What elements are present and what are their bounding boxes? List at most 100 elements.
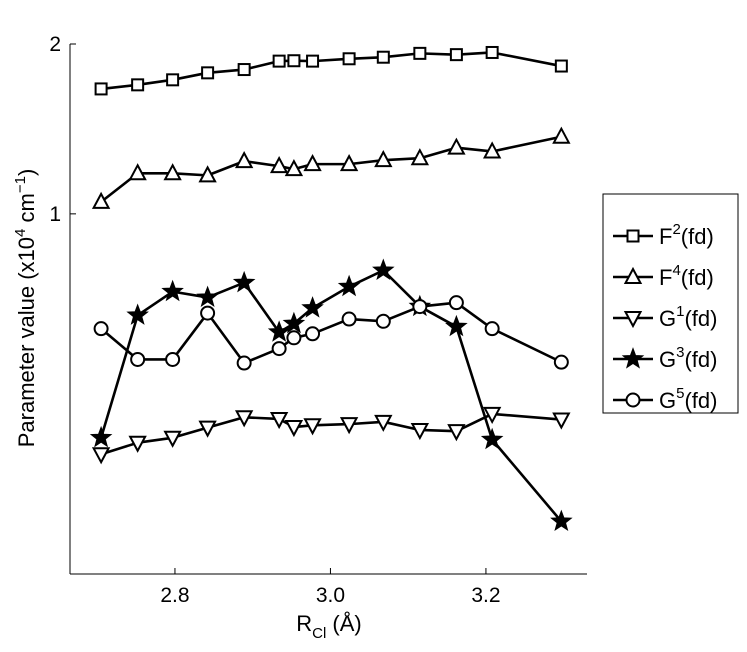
- data-point-triangle-up: [482, 141, 502, 159]
- data-point-triangle-up: [269, 156, 289, 174]
- series-circle: [93, 295, 569, 371]
- data-point-square: [287, 54, 301, 68]
- legend-marker-triangle-up: [623, 266, 643, 284]
- data-point-square: [94, 82, 108, 96]
- data-point-circle: [375, 313, 391, 329]
- data-point-star: [301, 296, 324, 318]
- data-point-square: [272, 54, 286, 68]
- data-point-triangle-down: [284, 420, 304, 438]
- data-point-circle: [553, 354, 569, 370]
- data-point-star: [267, 320, 291, 342]
- data-point-triangle-up: [234, 151, 254, 169]
- data-point-circle: [165, 351, 181, 367]
- data-point-triangle-up: [128, 163, 147, 181]
- data-point-square: [376, 50, 390, 64]
- x-axis-title: RCl (Å): [296, 611, 362, 642]
- series-triangle-down: [91, 406, 571, 465]
- y-axis: 12: [49, 33, 76, 226]
- legend-item: G5(fd): [613, 385, 717, 413]
- data-point-circle: [200, 305, 216, 321]
- data-point-circle: [305, 326, 321, 342]
- series-layer: [89, 45, 573, 532]
- data-point-square: [413, 46, 427, 60]
- legend-marker-circle: [625, 392, 641, 408]
- data-point-circle: [236, 355, 252, 371]
- series-line-star: [99, 269, 563, 523]
- data-point-triangle-up: [339, 154, 359, 172]
- data-point-triangle-down: [410, 422, 430, 441]
- data-point-triangle-down: [234, 410, 254, 428]
- data-point-circle: [412, 299, 428, 315]
- data-point-square: [554, 59, 568, 73]
- data-point-square: [306, 54, 320, 68]
- data-point-square: [131, 78, 145, 92]
- data-point-circle: [286, 330, 302, 346]
- data-point-square: [237, 63, 251, 77]
- data-point-square: [342, 52, 356, 66]
- data-point-star: [445, 314, 468, 337]
- legend-item: F4(fd): [613, 262, 714, 290]
- data-point-triangle-up: [91, 191, 111, 209]
- data-point-triangle-down: [482, 406, 502, 425]
- series-star: [89, 258, 573, 532]
- y-axis-title: Parameter value (x104 cm−1): [12, 169, 39, 448]
- data-point-circle: [484, 321, 500, 337]
- data-point-star: [372, 258, 395, 280]
- data-point-triangle-up: [163, 163, 182, 181]
- data-point-star: [161, 279, 184, 302]
- data-point-triangle-down: [269, 411, 289, 430]
- data-point-star: [196, 285, 219, 308]
- legend-marker-square: [626, 229, 640, 243]
- data-point-triangle-up: [198, 165, 217, 183]
- series-square: [94, 45, 568, 96]
- data-point-circle: [448, 295, 464, 311]
- legend: F2(fd) F4(fd) G1(fd) G3(fd) G5(fd): [602, 193, 739, 414]
- x-tick-label: 3.0: [316, 584, 345, 607]
- legend-marker-triangle-down: [623, 311, 643, 329]
- legend-item: G3(fd): [613, 344, 717, 372]
- data-point-triangle-down: [374, 414, 393, 432]
- legend-box: [602, 193, 739, 414]
- legend-item: G1(fd): [613, 303, 717, 331]
- y-tick-label: 2: [49, 33, 61, 56]
- data-point-triangle-down: [552, 412, 571, 430]
- data-point-star: [89, 425, 113, 448]
- data-point-star: [232, 270, 256, 293]
- data-point-triangle-up: [410, 148, 430, 166]
- data-point-star: [282, 311, 306, 334]
- data-point-triangle-up: [447, 137, 466, 155]
- plot-frame: [69, 44, 587, 575]
- legend-label: G1(fd): [659, 303, 717, 331]
- data-point-triangle-down: [339, 417, 359, 435]
- data-point-square: [485, 45, 499, 59]
- data-point-triangle-down: [91, 447, 111, 465]
- data-point-star: [480, 427, 504, 450]
- data-point-triangle-down: [447, 424, 466, 442]
- data-point-triangle-up: [552, 126, 571, 144]
- data-point-square: [201, 66, 215, 80]
- legend-item: F2(fd): [613, 221, 714, 249]
- data-point-triangle-down: [163, 430, 182, 448]
- data-point-circle: [130, 351, 146, 367]
- data-point-triangle-up: [284, 159, 304, 177]
- data-point-square: [166, 73, 180, 87]
- legend-label: F4(fd): [659, 262, 714, 290]
- data-point-circle: [93, 321, 109, 337]
- legend-label: F2(fd): [659, 221, 714, 249]
- data-point-star: [550, 509, 573, 532]
- data-point-square: [449, 48, 463, 62]
- data-point-triangle-up: [374, 150, 393, 168]
- y-tick-label: 1: [49, 203, 61, 226]
- data-point-triangle-up: [303, 154, 322, 172]
- x-tick-label: 2.8: [160, 584, 189, 607]
- data-point-circle: [341, 311, 357, 327]
- series-triangle-up: [91, 126, 571, 209]
- data-point-circle: [271, 341, 287, 357]
- data-point-star: [126, 303, 149, 325]
- data-point-triangle-down: [198, 420, 217, 438]
- data-point-triangle-down: [128, 435, 147, 453]
- x-tick-label: 3.2: [471, 584, 500, 607]
- data-point-triangle-down: [303, 418, 322, 436]
- legend-marker-star: [621, 347, 645, 369]
